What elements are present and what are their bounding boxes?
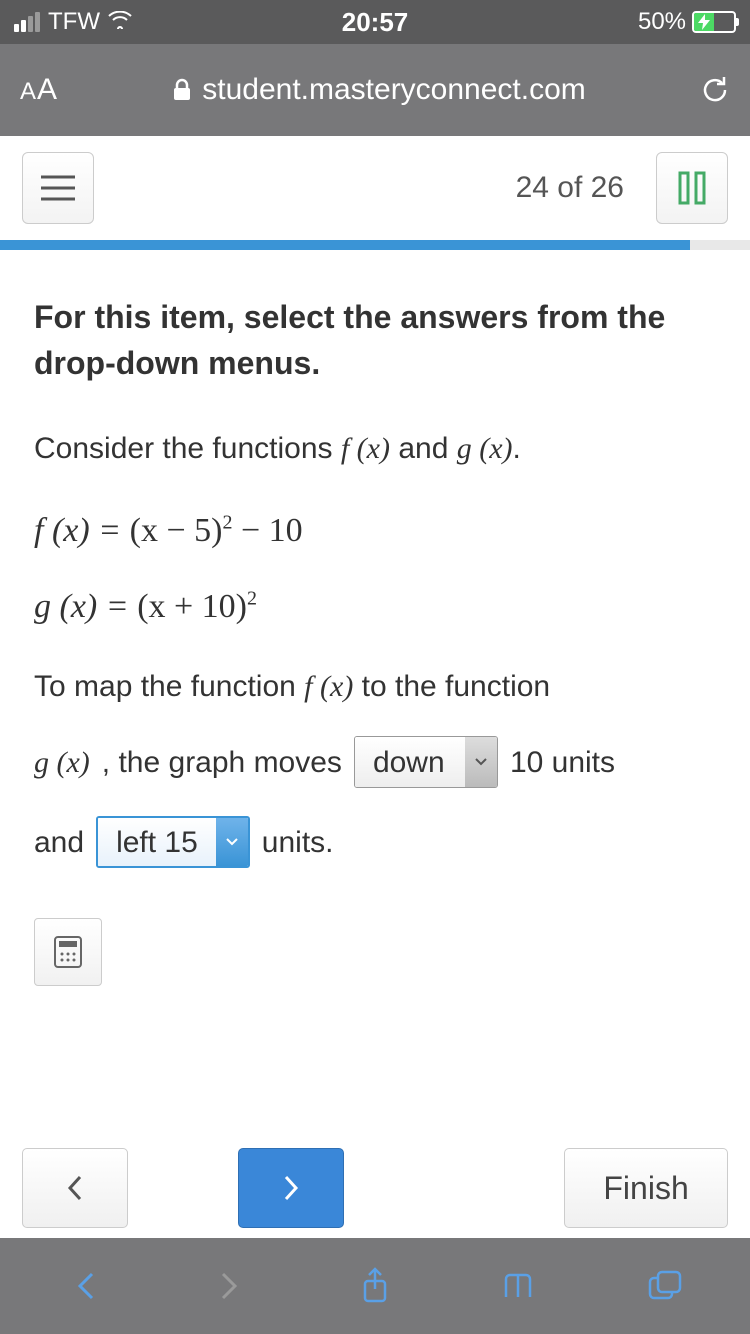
text-size-button[interactable]: AA (20, 73, 58, 107)
menu-button[interactable] (22, 152, 94, 224)
carrier-label: TFW (48, 8, 100, 36)
gx-inline: g (x) (457, 432, 513, 465)
finish-button[interactable]: Finish (564, 1148, 728, 1228)
eq1-rhs-b: − 10 (232, 512, 302, 549)
app-header: 24 of 26 (0, 136, 750, 240)
eq2-exp: 2 (247, 587, 257, 609)
map-prefix: To map the function (34, 670, 304, 703)
ans2-c: units. (262, 821, 334, 865)
progress-fill (0, 240, 690, 250)
map-line: To map the function f (x) to the functio… (34, 665, 716, 709)
reload-button[interactable] (700, 74, 730, 106)
eq2-lhs: g (x) = (34, 588, 137, 625)
instruction-text: For this item, select the answers from t… (34, 294, 716, 387)
dropdown-direction[interactable]: down (354, 736, 498, 788)
gx-inline-2: g (x) (34, 741, 90, 785)
fx-inline: f (x) (341, 432, 390, 465)
ans2-a: and (34, 821, 84, 865)
clock: 20:57 (255, 7, 496, 38)
url-field[interactable]: student.masteryconnect.com (84, 73, 674, 107)
and-word: and (390, 432, 457, 465)
status-right: 50% (495, 8, 736, 36)
lock-icon (172, 78, 192, 102)
eq1-lhs: f (x) = (34, 512, 130, 549)
eq1: f (x) = (x − 5)2 − 10 (34, 506, 716, 555)
calculator-button[interactable] (34, 918, 102, 986)
chevron-down-icon (216, 818, 248, 866)
tabs-button[interactable] (635, 1256, 695, 1316)
next-button[interactable] (238, 1148, 344, 1228)
ans1-a: , the graph moves (102, 741, 342, 785)
safari-toolbar (0, 1238, 750, 1334)
back-button[interactable] (55, 1256, 115, 1316)
pause-button[interactable] (656, 152, 728, 224)
question-content: For this item, select the answers from t… (0, 250, 750, 1006)
question-counter: 24 of 26 (516, 171, 624, 205)
eq2: g (x) = (x + 10)2 (34, 582, 716, 631)
consider-line: Consider the functions f (x) and g (x). (34, 427, 716, 471)
fx-inline-2: f (x) (304, 670, 353, 703)
share-button[interactable] (345, 1256, 405, 1316)
consider-suffix: . (513, 432, 521, 465)
prev-button[interactable] (22, 1148, 128, 1228)
battery-pct: 50% (638, 8, 686, 36)
forward-button[interactable] (200, 1256, 260, 1316)
chevron-down-icon (465, 737, 497, 787)
finish-label: Finish (603, 1170, 688, 1207)
answer-line-1: g (x) , the graph moves down 10 units (34, 736, 716, 788)
signal-icon (14, 12, 40, 32)
dropdown-distance[interactable]: left 15 (96, 816, 250, 868)
eq1-rhs-a: (x − 5) (130, 512, 223, 549)
ans1-c: 10 units (510, 741, 615, 785)
ios-status-bar: TFW 20:57 50% (0, 0, 750, 44)
status-left: TFW (14, 8, 255, 36)
question-nav: Finish (0, 1138, 750, 1238)
eq1-exp: 2 (222, 512, 232, 534)
dropdown-direction-value: down (355, 737, 465, 787)
battery-icon (692, 11, 736, 33)
wifi-icon (108, 8, 132, 36)
bookmarks-button[interactable] (490, 1256, 550, 1316)
safari-address-bar: AA student.masteryconnect.com (0, 44, 750, 136)
answer-line-2: and left 15 units. (34, 816, 716, 868)
eq2-rhs-a: (x + 10) (137, 588, 247, 625)
dropdown-distance-value: left 15 (98, 818, 216, 866)
url-text: student.masteryconnect.com (202, 73, 586, 107)
map-mid: to the function (353, 670, 550, 703)
consider-prefix: Consider the functions (34, 432, 341, 465)
progress-bar (0, 240, 750, 250)
